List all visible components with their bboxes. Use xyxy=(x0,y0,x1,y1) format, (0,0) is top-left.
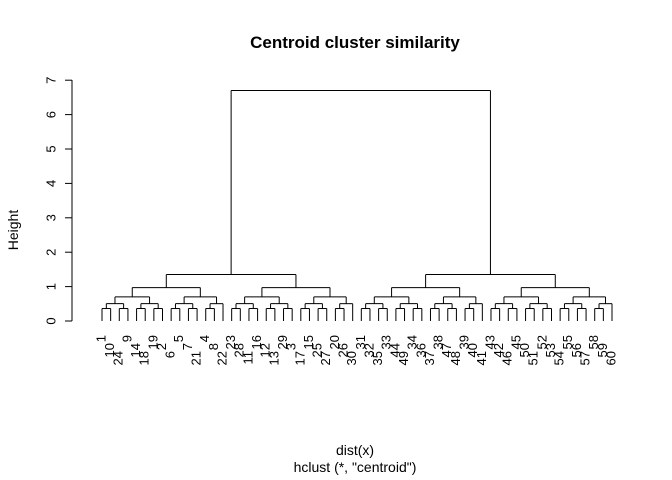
y-tick-label: 1 xyxy=(43,283,58,290)
x-axis-label: dist(x) xyxy=(336,442,374,458)
leaf-label: 11 xyxy=(240,351,255,365)
leaf-label: 3 xyxy=(284,343,299,350)
leaf-label: 17 xyxy=(292,351,307,365)
leaf-label: 38 xyxy=(431,335,446,349)
chart-title: Centroid cluster similarity xyxy=(250,33,460,52)
leaf-label: 28 xyxy=(232,343,247,357)
leaf-label: 16 xyxy=(249,335,264,349)
leaf-label: 12 xyxy=(258,343,273,357)
leaf-label: 10 xyxy=(102,343,117,357)
leaf-label: 18 xyxy=(137,351,152,365)
leaf-label: 60 xyxy=(603,351,618,365)
leaf-label: 9 xyxy=(119,335,134,342)
leaf-label: 31 xyxy=(353,335,368,349)
leaf-label: 27 xyxy=(318,351,333,365)
leaf-label: 56 xyxy=(569,343,584,357)
y-tick-label: 5 xyxy=(43,145,58,152)
leaf-label: 58 xyxy=(586,335,601,349)
leaf-label: 57 xyxy=(578,351,593,365)
leaf-label: 30 xyxy=(344,351,359,365)
leaf-label: 4 xyxy=(197,335,212,342)
leaf-label: 7 xyxy=(180,343,195,350)
y-axis-label: Height xyxy=(5,210,21,251)
leaf-label: 21 xyxy=(189,351,204,365)
y-axis: 0 1 2 3 4 5 6 7 xyxy=(43,77,73,325)
leaf-label: 15 xyxy=(301,335,316,349)
dendrogram-branches xyxy=(101,90,613,321)
leaf-label: 24 xyxy=(111,351,126,365)
y-tick-label: 4 xyxy=(43,180,58,187)
leaf-label: 42 xyxy=(491,343,506,357)
y-tick-label: 3 xyxy=(43,214,58,221)
leaf-label: 34 xyxy=(405,335,420,349)
leaf-label: 23 xyxy=(223,335,238,349)
leaf-label: 50 xyxy=(517,343,532,357)
leaf-label: 48 xyxy=(448,351,463,365)
y-tick-label: 2 xyxy=(43,249,58,256)
y-tick-label: 0 xyxy=(43,317,58,324)
leaf-label: 49 xyxy=(396,351,411,365)
leaf-label: 25 xyxy=(310,343,325,357)
leaf-label: 55 xyxy=(560,335,575,349)
leaf-label: 26 xyxy=(335,343,350,357)
leaf-label: 44 xyxy=(387,343,402,357)
leaf-label: 6 xyxy=(163,351,178,358)
leaf-label: 43 xyxy=(482,335,497,349)
y-tick-label: 6 xyxy=(43,111,58,118)
leaf-label: 52 xyxy=(534,335,549,349)
leaf-label: 40 xyxy=(465,343,480,357)
leaf-label: 1 xyxy=(93,335,108,342)
leaf-label: 45 xyxy=(508,335,523,349)
leaf-label: 13 xyxy=(266,351,281,365)
leaf-label: 36 xyxy=(413,343,428,357)
leaf-label: 54 xyxy=(552,351,567,365)
y-ticks: 0 1 2 3 4 5 6 7 xyxy=(43,77,72,325)
leaf-label: 20 xyxy=(327,335,342,349)
leaf-label: 47 xyxy=(439,343,454,357)
x-axis-sublabel: hclust (*, "centroid") xyxy=(294,459,417,475)
leaf-label: 41 xyxy=(474,351,489,365)
leaf-label: 59 xyxy=(595,343,610,357)
leaf-label: 51 xyxy=(526,351,541,365)
leaf-label: 14 xyxy=(128,343,143,357)
leaf-labels: 1102491418192657214822232811161213293171… xyxy=(93,335,618,365)
leaf-label: 29 xyxy=(275,335,290,349)
leaf-label: 35 xyxy=(370,351,385,365)
leaf-label: 39 xyxy=(456,335,471,349)
leaf-label: 33 xyxy=(379,335,394,349)
leaf-label: 53 xyxy=(543,343,558,357)
y-tick-label: 7 xyxy=(43,77,58,84)
leaf-label: 5 xyxy=(171,335,186,342)
leaf-label: 37 xyxy=(422,351,437,365)
leaf-label: 8 xyxy=(206,343,221,350)
leaf-label: 2 xyxy=(154,343,169,350)
leaf-label: 22 xyxy=(214,351,229,365)
leaf-label: 32 xyxy=(361,343,376,357)
leaf-label: 19 xyxy=(145,335,160,349)
leaf-label: 46 xyxy=(500,351,515,365)
